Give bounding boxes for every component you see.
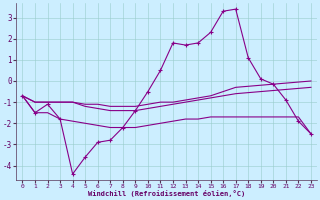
X-axis label: Windchill (Refroidissement éolien,°C): Windchill (Refroidissement éolien,°C) (88, 190, 245, 197)
